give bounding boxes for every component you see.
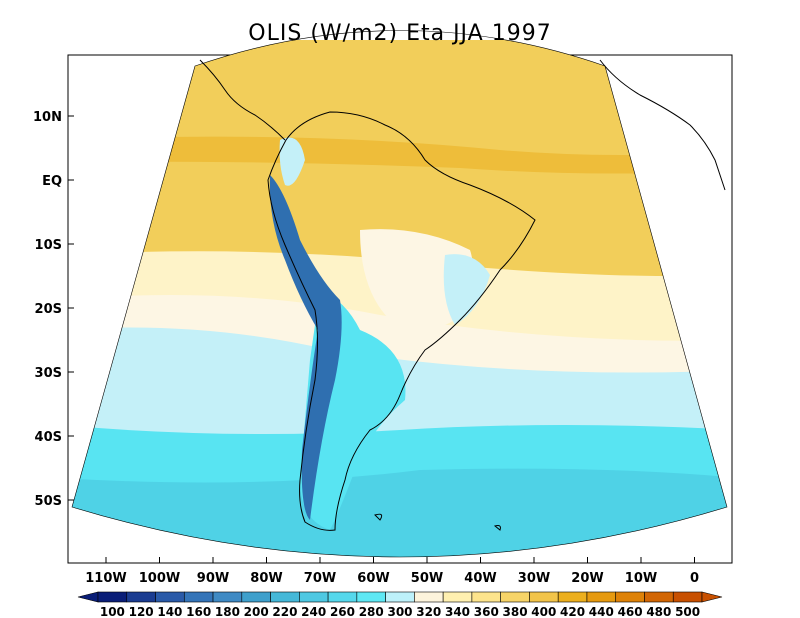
lon-tick-label: 90W bbox=[197, 571, 229, 586]
lon-tick-label: 0 bbox=[690, 571, 699, 586]
colorbar-swatch bbox=[212, 591, 243, 603]
field-andes bbox=[269, 175, 342, 520]
lon-tick-label: 40W bbox=[464, 571, 496, 586]
lat-tick-label: EQ bbox=[42, 174, 62, 189]
colorbar-swatch bbox=[672, 591, 703, 603]
colorbar-label: 380 bbox=[503, 605, 528, 618]
south-georgia bbox=[493, 525, 501, 531]
colorbar-swatch bbox=[97, 591, 128, 603]
colorbar-swatch bbox=[126, 591, 156, 603]
map-title: OLIS (W/m2) Eta JJA 1997 bbox=[248, 21, 551, 46]
colorbar-label: 200 bbox=[244, 605, 269, 618]
lon-tick-label: 20W bbox=[571, 571, 603, 586]
lon-tick-label: 50W bbox=[411, 571, 443, 586]
colorbar-label: 500 bbox=[675, 605, 700, 618]
lat-tick-label: 20S bbox=[35, 302, 62, 317]
lon-tick-label: 70W bbox=[304, 571, 336, 586]
colorbar-swatch bbox=[327, 591, 358, 603]
colorbar-arrow-low bbox=[77, 591, 99, 603]
colorbar-label: 120 bbox=[129, 605, 154, 618]
lon-tick-label: 110W bbox=[85, 571, 126, 586]
colorbar-label: 480 bbox=[646, 605, 671, 618]
lat-tick-label: 10N bbox=[33, 110, 62, 125]
field-brazil-cream bbox=[360, 229, 473, 330]
colorbar-swatch bbox=[471, 591, 501, 603]
colorbar-label: 460 bbox=[618, 605, 643, 618]
latitude-axis: 10N EQ 10S 20S 30S 40S 50S bbox=[33, 110, 74, 509]
colorbar-swatch bbox=[241, 591, 271, 603]
colorbar-arrow-high bbox=[701, 591, 723, 603]
lon-tick-label: 30W bbox=[518, 571, 550, 586]
colorbar-label: 360 bbox=[474, 605, 499, 618]
colorbar-swatch bbox=[183, 591, 214, 603]
colorbar-swatch bbox=[270, 591, 300, 603]
colorbar-label: 400 bbox=[531, 605, 556, 618]
colorbar-swatch bbox=[356, 591, 386, 603]
colorbar-swatch bbox=[529, 591, 559, 603]
colorbar-swatch bbox=[586, 591, 617, 603]
colorbar-label: 260 bbox=[330, 605, 355, 618]
colorbar-swatch bbox=[155, 591, 185, 603]
lon-tick-label: 80W bbox=[250, 571, 282, 586]
colorbar-label: 340 bbox=[445, 605, 470, 618]
colorbar-swatch bbox=[500, 591, 530, 603]
colorbar-label: 320 bbox=[416, 605, 441, 618]
lat-tick-label: 50S bbox=[35, 494, 62, 509]
colorbar-label: 280 bbox=[359, 605, 384, 618]
field-dark-band bbox=[72, 136, 727, 174]
colorbar-swatch bbox=[644, 591, 674, 603]
colorbar-swatch bbox=[615, 591, 645, 603]
lon-tick-label: 60W bbox=[357, 571, 389, 586]
south-america-coast bbox=[267, 111, 536, 531]
colorbar-label: 440 bbox=[589, 605, 614, 618]
lat-tick-label: 10S bbox=[35, 238, 62, 253]
field-brazil-plateau bbox=[443, 254, 490, 325]
lon-tick-label: 10W bbox=[625, 571, 657, 586]
colorbar-swatch bbox=[557, 591, 588, 603]
colorbar-label: 420 bbox=[560, 605, 585, 618]
coastlines bbox=[199, 59, 726, 531]
colorbar-label: 180 bbox=[215, 605, 240, 618]
colorbar-label: 140 bbox=[157, 605, 182, 618]
field-cyan-band-2 bbox=[72, 468, 727, 557]
falklands bbox=[374, 513, 383, 521]
colorbar-label: 100 bbox=[100, 605, 125, 618]
colorbar-label: 220 bbox=[272, 605, 297, 618]
colorbar: 100 120 140 160 180 200 220 240 260 280 300 320 340 3… bbox=[77, 591, 723, 618]
colorbar-label: 240 bbox=[301, 605, 326, 618]
colorbar-swatch bbox=[442, 591, 473, 603]
lon-tick-label: 100W bbox=[139, 571, 180, 586]
lat-tick-label: 30S bbox=[35, 366, 62, 381]
longitude-axis: 110W 100W 90W 80W 70W 60W 50W 40W 30W 20W 10W 0 bbox=[85, 557, 699, 586]
africa-coast bbox=[599, 59, 726, 191]
colorbar-label: 160 bbox=[186, 605, 211, 618]
colorbar-swatch bbox=[385, 591, 415, 603]
central-america-coast bbox=[199, 59, 286, 141]
colorbar-label: 300 bbox=[387, 605, 412, 618]
colorbar-swatch bbox=[299, 591, 329, 603]
domain-outline bbox=[71, 30, 728, 558]
colorbar-swatch bbox=[414, 591, 444, 603]
lat-tick-label: 40S bbox=[35, 430, 62, 445]
field-north-andes bbox=[279, 137, 305, 186]
